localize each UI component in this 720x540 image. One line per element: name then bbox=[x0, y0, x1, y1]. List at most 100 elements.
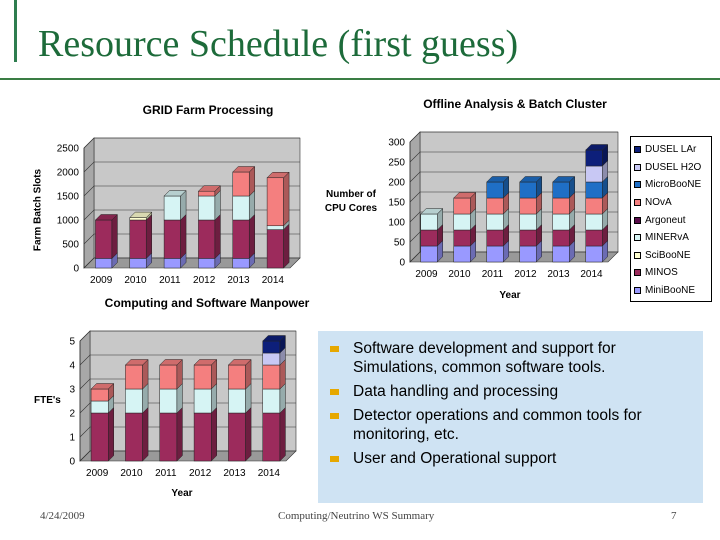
y-tick-label: 0 bbox=[69, 457, 75, 468]
legend-label: MINERvA bbox=[645, 232, 689, 244]
bar-top bbox=[486, 176, 510, 183]
bar-segment bbox=[193, 364, 212, 390]
legend-swatch bbox=[634, 251, 641, 259]
bullet-item: User and Operational support bbox=[326, 449, 693, 468]
gridline bbox=[83, 161, 300, 173]
bar-top bbox=[266, 172, 290, 179]
legend-swatch bbox=[634, 287, 641, 295]
x-tick-label: 2011 bbox=[155, 468, 177, 479]
bar-top bbox=[420, 208, 444, 215]
bar-segment bbox=[262, 352, 281, 366]
legend-label: Argoneut bbox=[645, 214, 686, 226]
gridline bbox=[79, 354, 296, 366]
bar-top bbox=[585, 144, 609, 151]
bullet-panel: Software development and support for Sim… bbox=[318, 331, 703, 503]
legend-label: MiniBooNE bbox=[645, 285, 696, 297]
bar-segment bbox=[125, 388, 143, 414]
gridline bbox=[79, 450, 296, 462]
x-tick-label: 2013 bbox=[227, 275, 250, 286]
chart2-title: Offline Analysis & Batch Cluster bbox=[423, 97, 607, 111]
legend-swatch bbox=[634, 234, 641, 242]
bar-segment bbox=[262, 364, 281, 390]
bar-segment bbox=[90, 388, 109, 402]
bar-top bbox=[159, 359, 184, 366]
y-tick-label: 2000 bbox=[57, 168, 80, 179]
bar-segment bbox=[90, 412, 109, 462]
bullet-item: Data handling and processing bbox=[326, 382, 693, 401]
bar-segment-side bbox=[245, 406, 252, 462]
bullet-icon bbox=[330, 456, 339, 462]
bar-top bbox=[193, 359, 218, 366]
x-tick-label: 2012 bbox=[189, 468, 212, 479]
legend-label: DUSEL H2O bbox=[645, 161, 702, 173]
bar-top bbox=[124, 359, 149, 366]
bar-segment bbox=[228, 412, 246, 462]
bar-segment bbox=[125, 364, 143, 390]
gridline bbox=[83, 209, 300, 221]
bar-segment bbox=[159, 364, 178, 390]
bar-segment bbox=[262, 340, 281, 354]
bullet-item: Detector operations and common tools for… bbox=[326, 406, 693, 444]
gridline bbox=[83, 257, 300, 269]
legend-swatch bbox=[634, 269, 641, 277]
bar-segment bbox=[193, 388, 212, 414]
legend-label: SciBooNE bbox=[645, 249, 691, 261]
gridline bbox=[409, 151, 618, 163]
bar-segment-side bbox=[211, 406, 217, 462]
bullet-item: Software development and support for Sim… bbox=[326, 339, 693, 377]
y-tick-label: 250 bbox=[388, 158, 405, 169]
footer-date: 4/24/2009 bbox=[40, 510, 85, 522]
gridline bbox=[409, 131, 618, 143]
bar-top bbox=[519, 176, 543, 183]
chart3-y-axis-label: FTE's bbox=[34, 395, 61, 406]
chart3-x-axis-label: Year bbox=[171, 488, 193, 499]
y-tick-label: 2 bbox=[69, 409, 75, 420]
legend-swatch bbox=[634, 181, 641, 189]
legend-item: DUSEL LAr bbox=[634, 141, 708, 159]
legend-swatch bbox=[634, 216, 641, 224]
chart2-x-axis-label: Year bbox=[499, 290, 521, 301]
footer-title: Computing/Neutrino WS Summary bbox=[278, 510, 435, 522]
x-tick-label: 2011 bbox=[159, 275, 181, 286]
x-tick-label: 2013 bbox=[223, 468, 246, 479]
legend-swatch bbox=[634, 146, 641, 154]
bullet-icon bbox=[330, 413, 339, 419]
gridline bbox=[79, 378, 296, 390]
bar-top bbox=[197, 185, 222, 192]
bar-top bbox=[94, 214, 119, 221]
legend-item: MINOS bbox=[634, 264, 708, 282]
bar-top bbox=[262, 335, 287, 342]
gridline bbox=[79, 426, 296, 438]
accent-bar bbox=[14, 0, 17, 62]
bar-segment bbox=[159, 388, 178, 414]
legend-item: Argoneut bbox=[634, 211, 708, 229]
y-tick-label: 500 bbox=[62, 240, 79, 251]
bar-segment bbox=[262, 412, 281, 462]
plot-side-wall bbox=[79, 330, 91, 462]
bar-top bbox=[232, 166, 256, 173]
bar-segment-side bbox=[279, 406, 286, 462]
slide-title: Resource Schedule (first guess) bbox=[38, 23, 519, 65]
x-tick-label: 2011 bbox=[482, 269, 504, 280]
legend-item: MiniBooNE bbox=[634, 282, 708, 300]
legend-item: MINERvA bbox=[634, 229, 708, 247]
bar-segment-side bbox=[176, 406, 183, 462]
x-tick-label: 2010 bbox=[120, 468, 143, 479]
y-tick-label: 4 bbox=[69, 361, 75, 372]
legend-swatch bbox=[634, 199, 641, 207]
y-tick-label: 5 bbox=[69, 337, 75, 348]
legend-label: DUSEL LAr bbox=[645, 144, 697, 156]
y-tick-label: 0 bbox=[399, 258, 405, 269]
y-tick-label: 50 bbox=[394, 238, 406, 249]
gridline bbox=[79, 402, 296, 414]
gridline bbox=[83, 137, 300, 149]
y-tick-label: 0 bbox=[73, 264, 79, 275]
x-tick-label: 2012 bbox=[514, 269, 537, 280]
gridline bbox=[83, 233, 300, 245]
bar-segment bbox=[90, 400, 109, 414]
legend-item: NOvA bbox=[634, 194, 708, 212]
gridline bbox=[79, 330, 296, 342]
